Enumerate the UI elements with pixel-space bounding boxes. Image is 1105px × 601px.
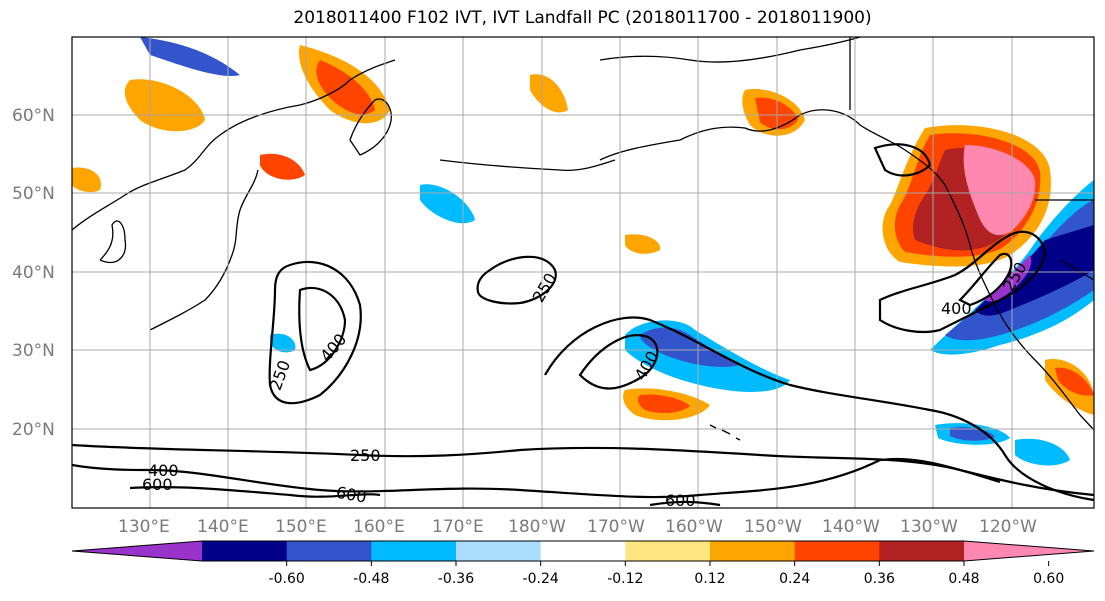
colorbar-segment — [879, 541, 965, 561]
aleutian-islands — [439, 159, 616, 171]
negative-ivt-region — [420, 184, 475, 224]
north-america-coastline — [904, 149, 1094, 431]
colorbar-segment — [456, 541, 542, 561]
contour-label: 400 — [148, 461, 179, 480]
positive-ivt-region — [316, 60, 375, 115]
negative-ivt-region — [1015, 438, 1070, 466]
positive-ivt-region — [260, 153, 305, 180]
map-title: 2018011400 F102 IVT, IVT Landfall PC (20… — [293, 8, 872, 28]
positive-ivt-region — [963, 145, 1036, 236]
positive-ivt-region — [530, 74, 568, 113]
colorbar-tick-label: 0.48 — [948, 571, 979, 587]
positive-ivt-region — [124, 79, 205, 132]
lon-label: 160°W — [665, 517, 723, 537]
lon-label: 170°E — [432, 517, 484, 537]
contour-400-east — [878, 230, 1047, 334]
colorbar-tick-label: 0.60 — [1033, 571, 1064, 587]
lon-label: 130°W — [900, 517, 958, 537]
contour-label: 600 — [665, 491, 696, 510]
negative-ivt-region — [640, 327, 740, 367]
alaska-north-coastline — [599, 37, 861, 63]
lon-label: 120°W — [979, 517, 1037, 537]
lon-label: 180°W — [508, 517, 566, 537]
asia-coastline — [72, 59, 396, 231]
contour-label: 250 — [350, 446, 381, 465]
map-frame — [71, 36, 1095, 509]
colorbar-segment — [72, 541, 202, 561]
colorbar-segment — [371, 541, 457, 561]
lat-label: 20°N — [12, 420, 55, 440]
contour-600-south — [129, 486, 721, 507]
lon-label: 170°W — [587, 517, 645, 537]
lon-label: 140°W — [822, 517, 880, 537]
contour-250-east — [873, 143, 932, 177]
lat-label: 50°N — [12, 184, 55, 204]
lon-label: 160°E — [353, 517, 405, 537]
ivt-contours — [72, 143, 1094, 507]
colorbar-tick-label: -0.48 — [353, 571, 389, 587]
contour-label: 400 — [941, 299, 972, 318]
lon-label: 150°W — [744, 517, 802, 537]
border-line — [1059, 259, 1094, 281]
negative-ivt-region — [140, 37, 240, 76]
lon-label: 130°E — [118, 517, 170, 537]
colorbar-outline — [71, 540, 1095, 562]
contour-250-central — [476, 255, 557, 305]
colorbar-tick-label: 0.36 — [864, 571, 895, 587]
japan-coastline — [149, 169, 259, 331]
contour-400-west — [298, 286, 347, 372]
negative-ivt-region — [950, 427, 995, 441]
kamchatka-coastline — [349, 98, 392, 156]
negative-ivt-region — [270, 333, 296, 353]
alaska-coastline — [599, 109, 906, 161]
korea-coastline — [99, 220, 127, 264]
colorbar-segment — [286, 541, 372, 561]
lon-label: 150°E — [275, 517, 327, 537]
contour-250-east-inner — [958, 252, 1013, 307]
lat-label: 60°N — [12, 106, 55, 126]
colorbar-segment — [202, 541, 288, 561]
gridlines — [72, 37, 1094, 508]
colorbar: -0.60 -0.48 -0.36 -0.24 -0.12 0.12 0.24 0.36 0.4… — [71, 540, 1095, 587]
positive-ivt-region — [72, 167, 101, 193]
colorbar-tick-label: -0.36 — [438, 571, 474, 587]
positive-ivt-region — [1055, 367, 1094, 396]
contour-250-west — [268, 260, 362, 405]
colorbar-tick-label: 0.12 — [694, 571, 725, 587]
colorbar-tick-label: -0.60 — [269, 571, 305, 587]
contour-400-central — [578, 334, 659, 390]
positive-ivt-region — [625, 234, 661, 254]
colorbar-tick-label: 0.24 — [779, 571, 810, 587]
colorbar-segment — [710, 541, 796, 561]
colorbar-segment — [964, 541, 1094, 561]
lat-label: 30°N — [12, 341, 55, 361]
colorbar-tick-label: -0.12 — [607, 571, 643, 587]
coastlines — [72, 37, 1094, 441]
contour-label: 600 — [142, 475, 173, 494]
contour-250-lower-central — [544, 316, 1094, 502]
ivt-shading — [72, 37, 1094, 466]
lon-label: 140°E — [197, 517, 249, 537]
contour-400-south — [72, 457, 1001, 499]
positive-ivt-region — [637, 394, 690, 414]
colorbar-segment — [794, 541, 880, 561]
colorbar-segment — [625, 541, 711, 561]
colorbar-segment — [540, 541, 626, 561]
colorbar-tick-label: -0.24 — [523, 571, 559, 587]
hawaii-islands — [709, 424, 741, 441]
lat-label: 40°N — [12, 263, 55, 283]
